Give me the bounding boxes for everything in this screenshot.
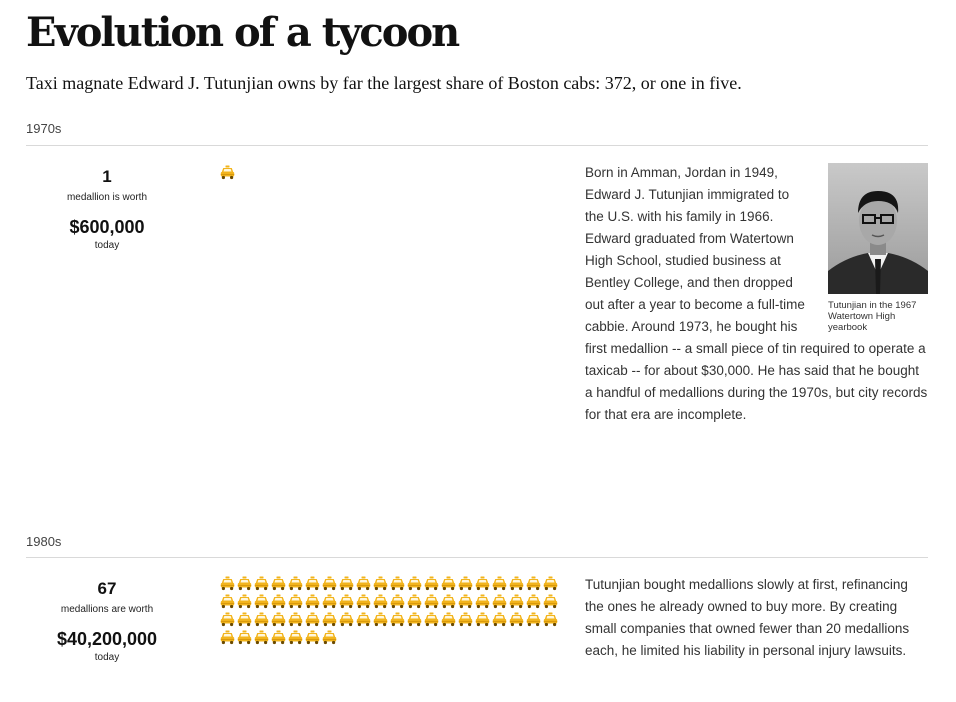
cab-grid-1980s [220, 576, 562, 648]
taxi-icon [543, 594, 558, 609]
count-caption: medallion is worth [66, 192, 148, 203]
taxi-icon [305, 612, 320, 627]
medallion-value: $600,000 [69, 217, 145, 237]
taxi-icon [424, 576, 439, 591]
taxi-icon [271, 612, 286, 627]
taxi-icon [305, 594, 320, 609]
taxi-icon [220, 630, 235, 645]
count-caption: medallions are worth [60, 604, 154, 615]
taxi-icon [526, 594, 541, 609]
decade-label-1980s: 1980s [26, 534, 62, 549]
taxi-icon [220, 165, 235, 180]
taxi-icon [254, 594, 269, 609]
taxi-icon [492, 594, 507, 609]
taxi-icon [220, 576, 235, 591]
taxi-icon [254, 576, 269, 591]
section-divider [26, 145, 928, 146]
page-title: Evolution of a tycoon [26, 9, 460, 56]
taxi-icon [441, 612, 456, 627]
taxi-icon [475, 576, 490, 591]
taxi-icon [322, 576, 337, 591]
taxi-icon [305, 630, 320, 645]
taxi-icon [271, 630, 286, 645]
taxi-icon [526, 576, 541, 591]
bio-1980s: Tutunjian bought medallions slowly at fi… [585, 574, 928, 662]
taxi-icon [356, 594, 371, 609]
taxi-icon [220, 612, 235, 627]
taxi-icon [339, 594, 354, 609]
bio-1970s: Tutunjian in the 1967 Watertown High yea… [585, 162, 928, 426]
taxi-icon [220, 594, 235, 609]
taxi-icon [458, 576, 473, 591]
section-divider [26, 557, 928, 558]
taxi-icon [322, 612, 337, 627]
taxi-icon [373, 576, 388, 591]
taxi-icon [509, 594, 524, 609]
taxi-icon [322, 630, 337, 645]
page-subtitle: Taxi magnate Edward J. Tutunjian owns by… [26, 73, 742, 93]
yearbook-photo: Tutunjian in the 1967 Watertown High yea… [828, 163, 928, 333]
taxi-icon [458, 612, 473, 627]
taxi-icon [373, 594, 388, 609]
taxi-icon [356, 612, 371, 627]
taxi-icon [441, 576, 456, 591]
value-caption: today [94, 652, 120, 663]
taxi-icon [288, 612, 303, 627]
taxi-icon [543, 612, 558, 627]
taxi-icon [475, 612, 490, 627]
taxi-icon [441, 594, 456, 609]
taxi-icon [237, 576, 252, 591]
stat-block-1970s: 1 medallion is worth $600,000 today [46, 167, 168, 253]
taxi-icon [492, 576, 507, 591]
taxi-icon [475, 594, 490, 609]
taxi-icon [339, 576, 354, 591]
taxi-icon [390, 594, 405, 609]
taxi-icon [237, 630, 252, 645]
taxi-icon [407, 612, 422, 627]
taxi-icon [288, 594, 303, 609]
taxi-icon [271, 576, 286, 591]
taxi-icon [254, 612, 269, 627]
taxi-icon [237, 612, 252, 627]
taxi-icon [424, 594, 439, 609]
taxi-icon [458, 594, 473, 609]
taxi-icon [509, 612, 524, 627]
value-caption: today [94, 240, 120, 251]
taxi-icon [237, 594, 252, 609]
taxi-icon [271, 594, 286, 609]
taxi-icon [390, 612, 405, 627]
taxi-icon [356, 576, 371, 591]
taxi-icon [492, 612, 507, 627]
bio-text: Born in Amman, Jordan in 1949, Edward J.… [585, 165, 928, 422]
cab-grid-1970s [220, 165, 562, 183]
medallion-value: $40,200,000 [56, 629, 158, 649]
medallion-count: 1 [102, 167, 112, 186]
medallion-count: 67 [97, 579, 117, 598]
taxi-icon [322, 594, 337, 609]
taxi-icon [407, 594, 422, 609]
taxi-icon [305, 576, 320, 591]
taxi-icon [509, 576, 524, 591]
stat-block-1980s: 67 medallions are worth $40,200,000 toda… [46, 579, 168, 665]
taxi-icon [288, 630, 303, 645]
bio-text: Tutunjian bought medallions slowly at fi… [585, 577, 910, 658]
taxi-icon [339, 612, 354, 627]
taxi-icon [373, 612, 388, 627]
taxi-icon [424, 612, 439, 627]
taxi-icon [526, 612, 541, 627]
taxi-icon [288, 576, 303, 591]
taxi-icon [390, 576, 405, 591]
photo-caption: Tutunjian in the 1967 Watertown High yea… [828, 300, 917, 333]
taxi-icon [254, 630, 269, 645]
decade-label-1970s: 1970s [26, 121, 62, 136]
taxi-icon [407, 576, 422, 591]
taxi-icon [543, 576, 558, 591]
